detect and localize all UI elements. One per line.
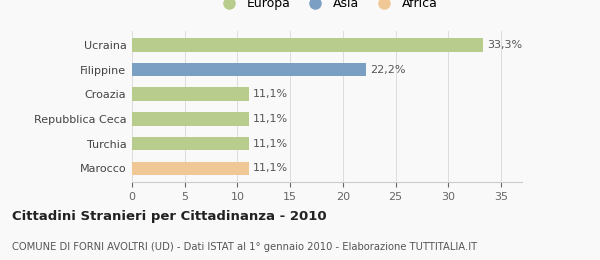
Text: COMUNE DI FORNI AVOLTRI (UD) - Dati ISTAT al 1° gennaio 2010 - Elaborazione TUTT: COMUNE DI FORNI AVOLTRI (UD) - Dati ISTA… bbox=[12, 242, 477, 252]
Bar bbox=[132, 161, 249, 175]
Text: Cittadini Stranieri per Cittadinanza - 2010: Cittadini Stranieri per Cittadinanza - 2… bbox=[12, 210, 326, 223]
Bar bbox=[132, 112, 249, 126]
Bar bbox=[132, 38, 483, 52]
Text: 11,1%: 11,1% bbox=[253, 114, 289, 124]
Text: 33,3%: 33,3% bbox=[487, 40, 523, 50]
Text: 11,1%: 11,1% bbox=[253, 163, 289, 173]
Bar bbox=[132, 137, 249, 151]
Text: 22,2%: 22,2% bbox=[370, 64, 406, 75]
Bar bbox=[132, 63, 366, 76]
Text: 11,1%: 11,1% bbox=[253, 139, 289, 149]
Bar bbox=[132, 87, 249, 101]
Text: 11,1%: 11,1% bbox=[253, 89, 289, 99]
Legend: Europa, Asia, Africa: Europa, Asia, Africa bbox=[212, 0, 443, 15]
